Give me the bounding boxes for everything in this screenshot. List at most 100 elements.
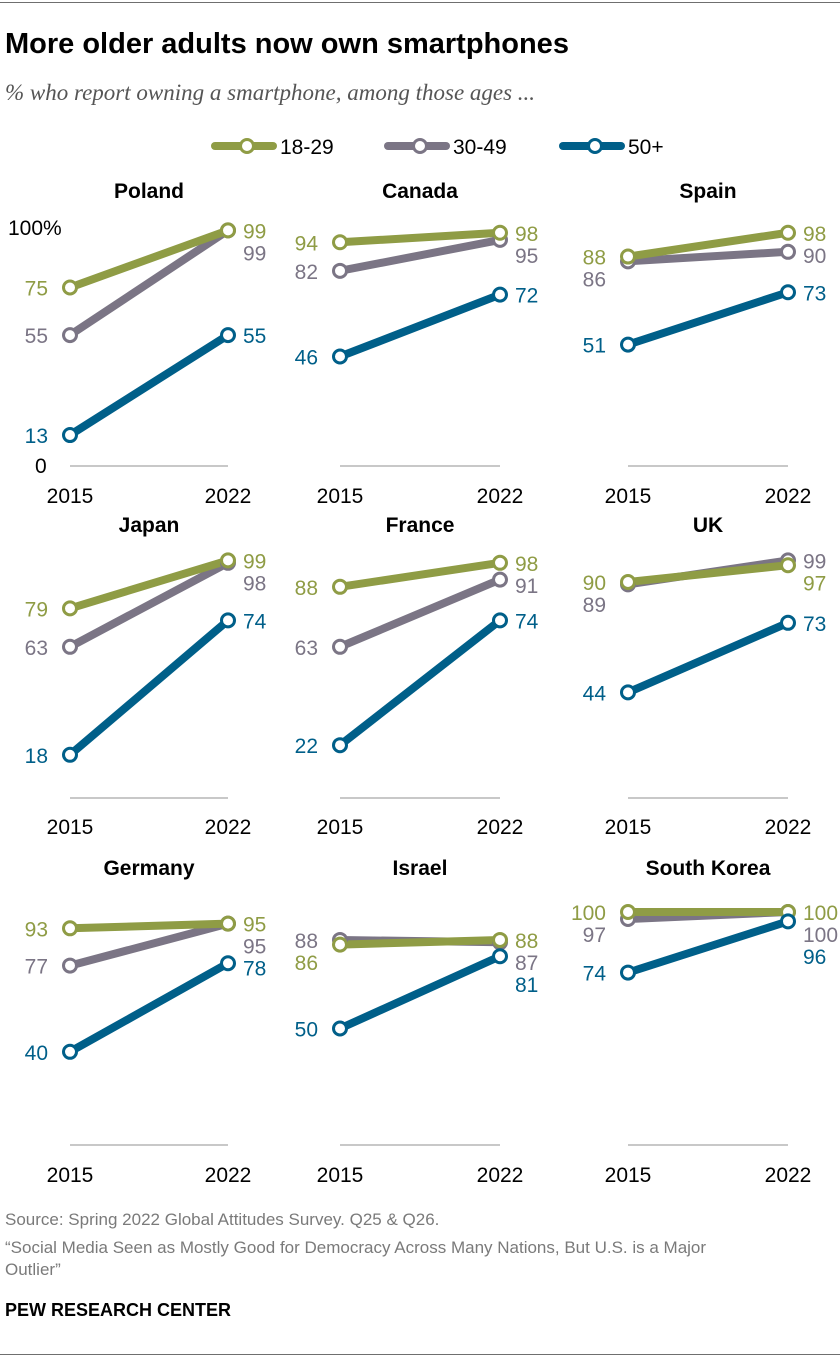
point-france-18-29-2015: [332, 578, 348, 595]
data-label-canada-30-49-2015: 82: [295, 261, 318, 284]
series-line-poland-50: [66, 331, 232, 440]
data-label-germany-30-49-2022: 95: [243, 936, 266, 959]
data-label-france-50-2022: 74: [515, 610, 539, 633]
point-japan-18-29-2022: [220, 552, 236, 569]
data-label-spain-18-29-2015: 88: [583, 247, 606, 270]
point-south-korea-50-2015: [620, 964, 636, 981]
point-france-18-29-2022: [492, 554, 508, 571]
data-label-canada-18-29-2015: 94: [295, 232, 319, 255]
point-canada-30-49-2015: [332, 262, 348, 279]
data-label-israel-50-2022: 81: [515, 974, 538, 997]
point-germany-50-2022: [220, 955, 236, 972]
x-tick-uk-2015: 2015: [605, 816, 652, 839]
data-label-south-korea-30-49-2022: 100: [803, 924, 838, 947]
series-line-south-korea-50: [624, 917, 792, 977]
data-label-poland-50-2022: 55: [243, 325, 266, 348]
point-japan-18-29-2015: [62, 600, 78, 617]
panel-title-spain: Spain: [679, 180, 736, 203]
data-label-uk-50-2015: 44: [583, 682, 607, 705]
data-label-france-50-2015: 22: [295, 735, 318, 758]
panel-title-poland: Poland: [114, 180, 184, 203]
x-tick-south-korea-2015: 2015: [605, 1164, 652, 1187]
series-line-uk-18-29: [624, 561, 792, 586]
data-label-spain-50-2015: 51: [583, 335, 606, 358]
data-label-south-korea-30-49-2015: 97: [583, 924, 606, 947]
data-label-israel-18-29-2022: 88: [515, 930, 538, 953]
point-spain-18-29-2015: [620, 248, 636, 265]
point-germany-18-29-2022: [220, 915, 236, 932]
panel-title-canada: Canada: [382, 180, 458, 203]
data-label-canada-18-29-2022: 98: [515, 223, 538, 246]
data-label-poland-30-49-2022: 99: [243, 242, 266, 265]
x-tick-germany-2015: 2015: [47, 1164, 94, 1187]
panel-title-germany: Germany: [103, 857, 194, 880]
series-line-germany-18-29: [66, 919, 232, 933]
chart-subtitle: % who report owning a smartphone, among …: [5, 80, 536, 105]
series-line-poland-18-29: [66, 226, 232, 292]
point-canada-18-29-2022: [492, 224, 508, 241]
top-rule: [0, 2, 840, 3]
point-poland-18-29-2022: [220, 222, 236, 239]
legend-label-50: 50+: [628, 136, 664, 159]
data-label-israel-18-29-2015: 86: [295, 952, 318, 975]
data-label-poland-18-29-2015: 75: [25, 278, 48, 301]
data-label-france-18-29-2022: 98: [515, 553, 538, 576]
source-note: Source: Spring 2022 Global Attitudes Sur…: [5, 1210, 440, 1229]
x-tick-canada-2022: 2022: [477, 485, 524, 508]
series-line-france-30-49: [336, 575, 504, 651]
series-line-japan-18-29: [66, 556, 232, 613]
point-spain-50-2022: [780, 284, 796, 301]
panel-title-south-korea: South Korea: [646, 857, 771, 880]
point-poland-50-2022: [220, 327, 236, 344]
point-france-30-49-2015: [332, 638, 348, 655]
data-label-poland-18-29-2022: 99: [243, 220, 266, 243]
data-label-germany-50-2015: 40: [25, 1042, 48, 1065]
x-tick-france-2022: 2022: [477, 816, 524, 839]
data-label-israel-30-49-2022: 87: [515, 952, 538, 975]
series-line-germany-50: [66, 959, 232, 1056]
data-label-canada-50-2015: 46: [295, 347, 318, 370]
x-tick-poland-2015: 2015: [47, 485, 94, 508]
series-line-poland-30-49: [66, 226, 232, 340]
point-spain-50-2015: [620, 336, 636, 353]
point-france-30-49-2022: [492, 571, 508, 588]
legend-label-30-49: 30-49: [453, 136, 507, 159]
legend-label-18-29: 18-29: [280, 136, 334, 159]
point-poland-18-29-2015: [62, 279, 78, 296]
bottom-rule: [0, 1354, 840, 1355]
legend-marker-18-29: [239, 138, 255, 154]
data-label-poland-30-49-2015: 55: [25, 325, 48, 348]
x-tick-france-2015: 2015: [317, 816, 364, 839]
x-tick-south-korea-2022: 2022: [765, 1164, 812, 1187]
data-label-israel-50-2015: 50: [295, 1019, 318, 1042]
point-south-korea-50-2022: [780, 913, 796, 930]
series-line-canada-18-29: [336, 228, 504, 247]
data-label-uk-18-29-2015: 90: [583, 572, 606, 595]
point-japan-50-2015: [62, 746, 78, 763]
chart-title: More older adults now own smartphones: [5, 28, 569, 60]
series-line-israel-50: [336, 952, 504, 1033]
data-label-uk-18-29-2022: 97: [803, 572, 826, 595]
point-uk-18-29-2015: [620, 574, 636, 590]
x-tick-spain-2022: 2022: [765, 485, 812, 508]
data-label-poland-50-2015: 13: [25, 425, 48, 448]
data-label-south-korea-18-29-2022: 100: [803, 902, 838, 925]
data-label-germany-18-29-2022: 95: [243, 914, 266, 937]
series-line-canada-30-49: [336, 235, 504, 275]
data-label-germany-30-49-2015: 77: [25, 956, 48, 979]
data-label-south-korea-50-2022: 96: [803, 946, 826, 969]
point-uk-50-2022: [780, 614, 796, 631]
series-line-japan-30-49: [66, 558, 232, 651]
x-tick-japan-2015: 2015: [47, 816, 94, 839]
data-label-japan-50-2015: 18: [25, 745, 48, 768]
x-tick-canada-2015: 2015: [317, 485, 364, 508]
series-line-spain-30-49: [624, 247, 792, 266]
data-label-canada-30-49-2022: 95: [515, 245, 538, 268]
point-israel-18-29-2015: [332, 936, 348, 953]
series-line-germany-30-49: [66, 919, 232, 970]
point-germany-50-2015: [62, 1043, 78, 1060]
point-france-50-2015: [332, 737, 348, 754]
